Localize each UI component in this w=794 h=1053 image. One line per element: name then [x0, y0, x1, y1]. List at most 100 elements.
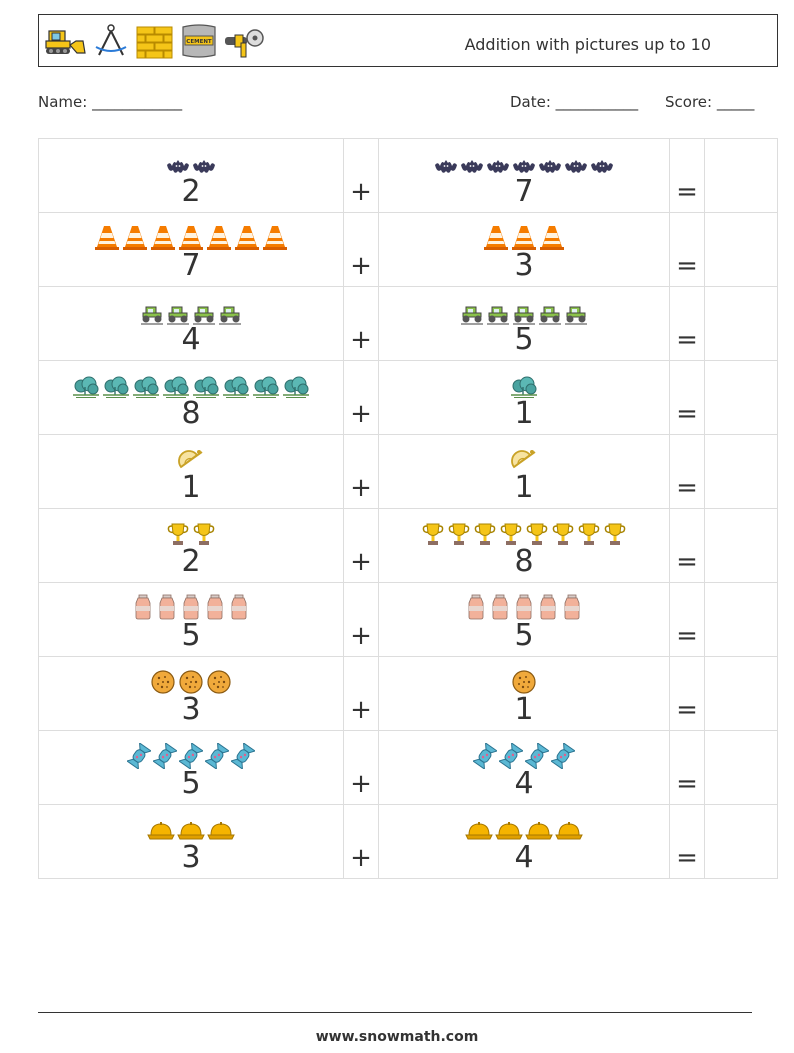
bush-icon	[511, 376, 537, 398]
bush-icon	[163, 376, 189, 398]
equals-sign: =	[676, 695, 698, 725]
answer-cell[interactable]	[704, 434, 778, 509]
answer-cell[interactable]	[704, 360, 778, 435]
addend-b-cell: 4	[378, 730, 670, 805]
trophy-icon	[193, 523, 215, 545]
problem-row: 3 +4 =	[38, 804, 778, 879]
addend-b-cell: 5	[378, 286, 670, 361]
score-field[interactable]: Score: _____	[665, 93, 755, 111]
angle-grinder-icon	[223, 21, 267, 61]
equals-cell: =	[669, 508, 705, 583]
addend-a-number: 1	[181, 470, 201, 505]
milk-jug-icon	[183, 594, 199, 620]
answer-cell[interactable]	[704, 286, 778, 361]
plus-sign: +	[350, 843, 372, 873]
addend-b-pictures	[379, 147, 669, 177]
helmet-icon	[147, 822, 175, 840]
brick-wall-icon	[135, 21, 175, 61]
plus-cell: +	[343, 286, 379, 361]
addend-b-pictures	[379, 443, 669, 473]
traffic-cone-icon	[512, 226, 536, 250]
addend-a-cell: 5	[38, 730, 344, 805]
addend-a-cell: 7	[38, 212, 344, 287]
answer-cell[interactable]	[704, 804, 778, 879]
equals-cell: =	[669, 804, 705, 879]
milk-jug-icon	[135, 594, 151, 620]
equals-sign: =	[676, 473, 698, 503]
addend-b-number: 3	[514, 248, 534, 283]
addend-a-cell: 8	[38, 360, 344, 435]
trophy-icon	[448, 523, 470, 545]
bush-icon	[193, 376, 219, 398]
plus-sign: +	[350, 325, 372, 355]
addend-a-pictures	[39, 739, 343, 769]
addend-a-pictures	[39, 221, 343, 251]
addend-b-number: 7	[514, 174, 534, 209]
addend-a-pictures	[39, 591, 343, 621]
worksheet-title: Addition with pictures up to 10	[464, 35, 711, 54]
problem-row: 8 +1 =	[38, 360, 778, 435]
milk-jug-icon	[516, 594, 532, 620]
addend-a-number: 7	[181, 248, 201, 283]
plus-sign: +	[350, 399, 372, 429]
plus-cell: +	[343, 656, 379, 731]
plus-cell: +	[343, 508, 379, 583]
equals-sign: =	[676, 621, 698, 651]
addend-b-cell: 3	[378, 212, 670, 287]
trophy-icon	[167, 523, 189, 545]
addend-a-number: 2	[181, 544, 201, 579]
equals-cell: =	[669, 730, 705, 805]
addend-a-number: 5	[181, 766, 201, 801]
tractor-icon	[539, 306, 561, 325]
milk-jug-icon	[564, 594, 580, 620]
milk-jug-icon	[540, 594, 556, 620]
bat-icon	[435, 160, 457, 173]
plus-sign: +	[350, 251, 372, 281]
bat-icon	[591, 160, 613, 173]
plus-cell: +	[343, 434, 379, 509]
addend-a-number: 3	[181, 840, 201, 875]
answer-cell[interactable]	[704, 730, 778, 805]
addend-b-cell: 1	[378, 656, 670, 731]
bush-icon	[73, 376, 99, 398]
equals-cell: =	[669, 286, 705, 361]
footer-divider	[38, 1012, 752, 1013]
cookie-icon	[151, 670, 175, 694]
bush-icon	[133, 376, 159, 398]
plus-sign: +	[350, 695, 372, 725]
cement-label: CEMENT	[186, 39, 212, 45]
header-icons: CEMENT	[43, 21, 267, 61]
answer-cell[interactable]	[704, 582, 778, 657]
candy-icon	[179, 743, 203, 769]
footer-url[interactable]: www.snowmath.com	[315, 1029, 479, 1045]
bush-icon	[253, 376, 279, 398]
plus-cell: +	[343, 360, 379, 435]
addend-a-pictures	[39, 147, 343, 177]
addend-b-pictures	[379, 517, 669, 547]
addend-b-pictures	[379, 221, 669, 251]
addend-b-pictures	[379, 369, 669, 399]
milk-jug-icon	[492, 594, 508, 620]
problem-row: 2 +7 =	[38, 138, 778, 213]
addend-a-number: 2	[181, 174, 201, 209]
addend-b-cell: 1	[378, 360, 670, 435]
cookie-icon	[207, 670, 231, 694]
bush-icon	[223, 376, 249, 398]
bat-icon	[193, 160, 215, 173]
answer-cell[interactable]	[704, 656, 778, 731]
answer-cell[interactable]	[704, 212, 778, 287]
traffic-cone-icon	[540, 226, 564, 250]
candy-icon	[499, 743, 523, 769]
tractor-icon	[565, 306, 587, 325]
answer-cell[interactable]	[704, 138, 778, 213]
plus-sign: +	[350, 621, 372, 651]
milk-jug-icon	[231, 594, 247, 620]
answer-cell[interactable]	[704, 508, 778, 583]
name-field[interactable]: Name: ____________	[38, 93, 183, 111]
tractor-icon	[141, 306, 163, 325]
traffic-cone-icon	[207, 226, 231, 250]
date-field[interactable]: Date: ___________	[510, 93, 639, 111]
addend-a-number: 3	[181, 692, 201, 727]
equals-cell: =	[669, 434, 705, 509]
addend-a-number: 8	[181, 396, 201, 431]
